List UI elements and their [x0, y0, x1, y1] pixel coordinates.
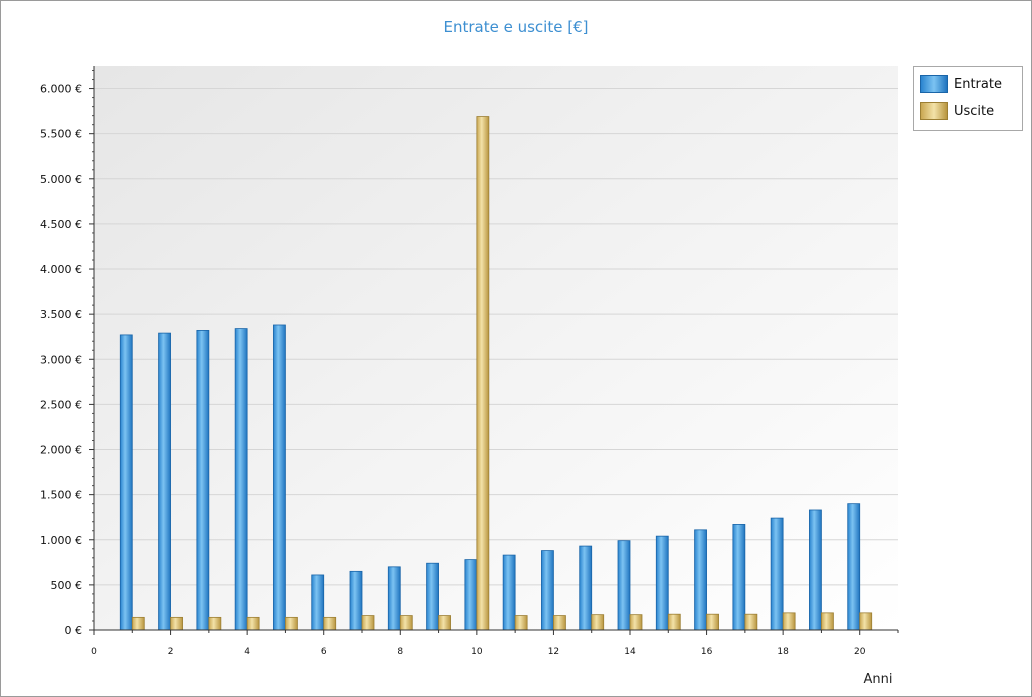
bar-entrate — [694, 529, 707, 631]
bar-uscite — [131, 616, 145, 631]
y-tick-label: 3.000 € — [40, 353, 82, 366]
bar-uscite — [629, 614, 643, 631]
bar-entrate — [311, 574, 325, 631]
bar-uscite — [744, 613, 758, 631]
legend-label-entrate: Entrate — [954, 76, 1002, 92]
y-tick-labels: 0 € 500 € 1.000 € 1.500 € 2.000 € 2.500 € 3.00… — [40, 83, 82, 637]
x-tick-label: 14 — [624, 647, 636, 657]
x-tick-label: 18 — [777, 647, 789, 657]
x-tick-label: 10 — [471, 647, 483, 657]
legend-item-entrate: Entrate — [920, 74, 1002, 94]
y-tick-label: 5.000 € — [40, 173, 82, 186]
bar-uscite — [361, 615, 375, 631]
x-tick-label: 2 — [168, 647, 174, 657]
legend: Entrate Uscite — [913, 66, 1023, 131]
bar-entrate — [234, 328, 248, 631]
bar-entrate — [196, 330, 210, 631]
bar-entrate — [426, 562, 439, 631]
bar-entrate — [809, 509, 822, 631]
bar-entrate — [847, 503, 861, 631]
y-tick-label: 4.000 € — [40, 263, 82, 276]
y-tick-label: 5.500 € — [40, 128, 82, 141]
y-tick-label: 6.000 € — [40, 83, 82, 96]
bar-entrate — [579, 545, 593, 631]
bar-uscite — [553, 615, 566, 631]
bar-uscite — [438, 615, 451, 631]
x-tick-label: 6 — [321, 647, 327, 657]
bar-uscite — [706, 613, 719, 631]
y-tick-label: 1.500 € — [40, 489, 82, 502]
y-tick-label: 4.500 € — [40, 218, 82, 231]
bar-entrate — [349, 570, 363, 631]
bar-uscite — [399, 615, 413, 631]
bar-entrate — [655, 535, 669, 631]
y-tick-label: 1.000 € — [40, 534, 82, 547]
y-tick-label: 3.500 € — [40, 308, 82, 321]
grid-lines — [94, 88, 898, 586]
bar-uscite — [323, 616, 337, 631]
y-tick-label: 0 € — [65, 624, 83, 637]
y-tick-label: 500 € — [51, 579, 83, 592]
bar-uscite — [285, 616, 298, 631]
x-tick-labels: 0 2 4 6 8 10 12 14 16 18 20 — [91, 647, 866, 657]
bar-uscite — [859, 612, 873, 631]
x-tick-label: 0 — [91, 647, 97, 657]
bar-uscite — [667, 613, 681, 631]
bar-entrate — [770, 517, 784, 631]
x-tick-label: 16 — [701, 647, 713, 657]
bar-entrate — [119, 334, 133, 631]
bar-entrate — [158, 332, 171, 631]
y-tick-label: 2.500 € — [40, 398, 82, 411]
x-tick-label: 4 — [244, 647, 250, 657]
bar-entrate — [464, 559, 478, 631]
bar-entrate — [502, 554, 516, 631]
bar-entrate — [387, 566, 401, 631]
bar-uscite — [246, 616, 260, 631]
axes — [89, 66, 899, 635]
x-tick-label: 8 — [397, 647, 403, 657]
legend-item-uscite: Uscite — [920, 101, 994, 121]
legend-swatch-uscite — [920, 102, 948, 120]
bar-entrate — [273, 324, 286, 631]
bar-uscite — [476, 116, 490, 631]
bar-entrate — [617, 540, 631, 631]
y-tick-label: 2.000 € — [40, 444, 82, 457]
x-tick-label: 12 — [548, 647, 559, 657]
bar-uscite — [170, 616, 183, 631]
bar-uscite — [514, 615, 528, 631]
legend-swatch-entrate — [920, 75, 948, 93]
bar-uscite — [591, 614, 605, 631]
bar-uscite — [782, 612, 796, 631]
chart-title: Entrate e uscite [€] — [443, 18, 589, 36]
bar-uscite — [821, 612, 834, 631]
bar-uscite — [208, 616, 222, 631]
plot-area — [94, 66, 898, 630]
x-axis-label: Anni — [864, 672, 893, 687]
legend-label-uscite: Uscite — [954, 103, 995, 119]
bar-entrate — [732, 524, 746, 631]
x-tick-label: 20 — [854, 647, 866, 657]
bar-entrate — [541, 550, 554, 631]
